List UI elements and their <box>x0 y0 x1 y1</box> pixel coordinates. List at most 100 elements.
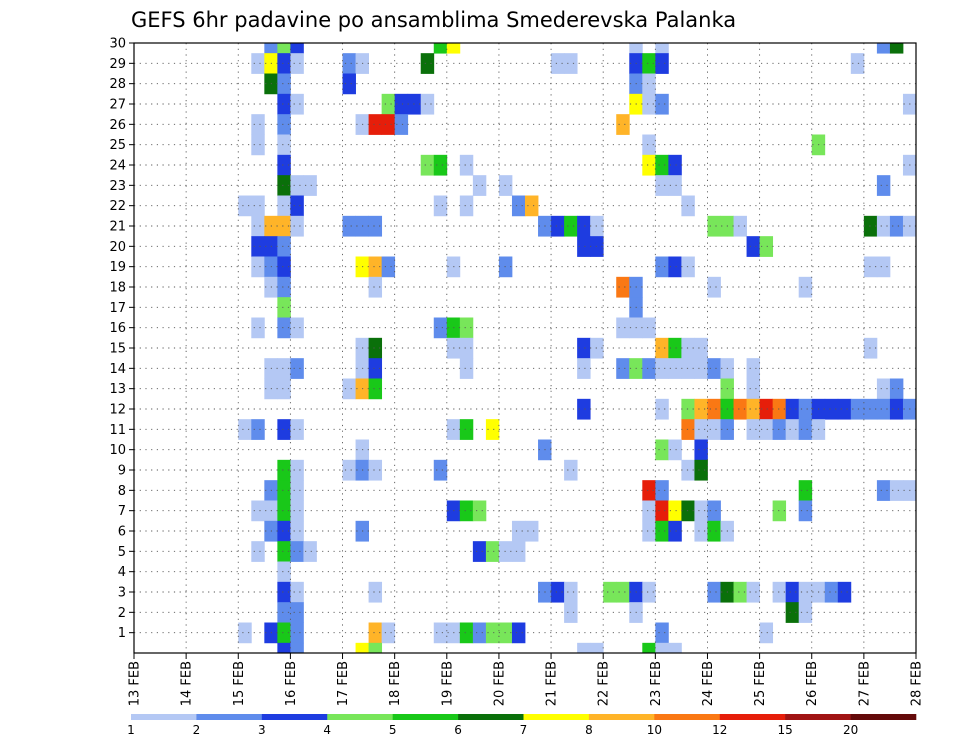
precip-cell <box>889 215 904 237</box>
colorbar-label: 1 <box>127 723 135 737</box>
precip-cell <box>368 622 383 644</box>
colorbar-label: 8 <box>585 723 593 737</box>
precip-cell <box>251 114 265 135</box>
y-tick-label: 28 <box>109 77 126 92</box>
colorbar-label: 2 <box>193 723 201 737</box>
precip-cell <box>277 195 291 217</box>
precip-cell <box>837 581 852 603</box>
precip-cell <box>277 602 291 623</box>
y-tick-label: 30 <box>109 37 126 52</box>
y-tick-label: 20 <box>109 240 126 255</box>
precip-cell <box>876 175 891 196</box>
precip-cell <box>277 134 291 156</box>
y-tick-label: 27 <box>109 98 126 113</box>
precip-cell <box>863 215 878 237</box>
chart-title: GEFS 6hr padavine po ansamblima Smederev… <box>131 8 736 32</box>
x-axis-dates: 13 FEB 14 FEB 15 FEB 16 FEB 17 FEB 18 FEB 19 F… <box>128 653 925 706</box>
precip-cell <box>642 480 656 501</box>
precip-cell <box>694 358 708 379</box>
precip-cell <box>290 541 304 562</box>
precip-cell <box>420 93 435 115</box>
precip-cell <box>290 581 304 603</box>
precip-cell <box>668 439 682 461</box>
precip-cell <box>694 500 708 522</box>
precip-cell <box>290 622 304 644</box>
precip-cell <box>433 43 448 54</box>
precip-cell <box>655 53 669 74</box>
precip-cell <box>264 43 278 54</box>
y-tick-label: 26 <box>109 118 126 133</box>
colorbar-legend: 1 2 3 4 5 6 7 8 10 12 15 20 <box>127 714 917 737</box>
precip-cell <box>472 500 487 522</box>
precip-cell <box>251 541 265 562</box>
precip-cell <box>251 317 265 339</box>
precip-cell <box>707 520 721 542</box>
precip-cell <box>342 378 356 400</box>
precip-cell <box>277 419 291 440</box>
x-tick-label: 20 FEB <box>492 661 507 706</box>
precip-cell <box>277 480 291 501</box>
x-tick-label: 19 FEB <box>440 661 455 706</box>
precip-cell <box>459 358 474 379</box>
x-tick-label: 21 FEB <box>545 661 560 706</box>
precip-cell <box>590 642 604 654</box>
precip-cell <box>290 642 304 654</box>
colorbar-label: 3 <box>258 723 266 737</box>
precip-cell <box>290 480 304 501</box>
precip-cell <box>577 642 591 654</box>
precip-cell <box>603 581 617 603</box>
precip-cell <box>798 398 813 420</box>
precip-cell <box>368 642 383 654</box>
precip-cell <box>642 500 656 522</box>
precip-cell <box>342 459 356 481</box>
precip-cell <box>251 236 265 257</box>
precip-cell <box>277 297 291 318</box>
precip-cell <box>277 93 291 115</box>
precip-cell <box>511 541 526 562</box>
x-tick-label: 28 FEB <box>910 661 925 706</box>
precip-cell <box>655 43 669 54</box>
precip-cell <box>577 358 591 379</box>
precip-cell <box>551 215 565 237</box>
precip-cell <box>707 398 721 420</box>
colorbar-label: 5 <box>389 723 397 737</box>
y-tick-label: 21 <box>109 220 126 235</box>
precip-cell <box>251 500 265 522</box>
precip-cell <box>694 337 708 359</box>
precip-cell <box>485 541 500 562</box>
precip-cell <box>876 480 891 501</box>
precip-cell <box>342 73 356 95</box>
precip-cell <box>616 317 630 339</box>
precip-cell <box>472 541 487 562</box>
precip-cell <box>368 114 383 135</box>
precip-cell <box>655 500 669 522</box>
precip-cell <box>850 398 865 420</box>
precip-cell <box>277 114 291 135</box>
colorbar-label: 6 <box>454 723 462 737</box>
precip-cell <box>681 398 695 420</box>
x-tick-label: 18 FEB <box>388 661 403 706</box>
precip-cell <box>277 154 291 176</box>
y-tick-label: 22 <box>109 199 126 214</box>
precip-cell <box>707 581 721 603</box>
precip-cell <box>433 622 448 644</box>
precip-cell <box>642 581 656 603</box>
y-tick-label: 11 <box>109 423 126 438</box>
precip-cell <box>668 154 682 176</box>
precip-cell <box>681 459 695 481</box>
precip-cell <box>681 358 695 379</box>
precip-cell <box>277 622 291 644</box>
precip-cell <box>368 256 383 278</box>
y-tick-label: 23 <box>109 179 126 194</box>
colorbar-swatch <box>261 714 328 720</box>
precip-cell <box>668 500 682 522</box>
x-tick-label: 13 FEB <box>128 661 143 706</box>
precip-cell <box>303 175 317 196</box>
precip-cell <box>564 459 578 481</box>
precip-cell <box>420 154 435 176</box>
precip-cell <box>798 276 813 298</box>
precip-cell <box>759 419 774 440</box>
colorbar-swatch <box>588 714 655 720</box>
precip-cell <box>459 337 474 359</box>
precip-cell <box>668 175 682 196</box>
